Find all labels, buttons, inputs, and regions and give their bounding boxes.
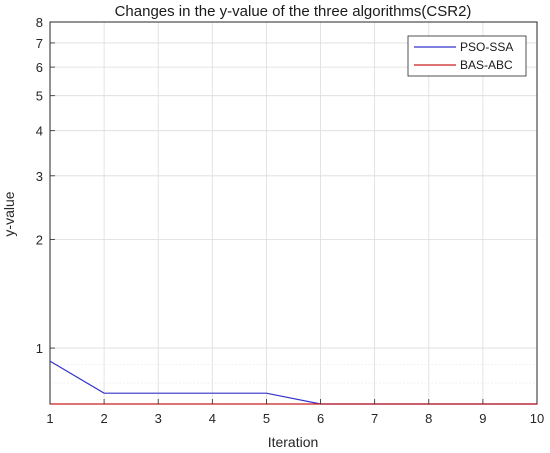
axis-ticks: 1 2 3 4 5 6 7 8 9 10 1 2 3 4 5 6 7 8 <box>36 15 544 426</box>
x-tick-label: 8 <box>425 411 432 426</box>
y-axis-label: y-value <box>1 191 17 236</box>
x-tick-label: 1 <box>46 411 53 426</box>
y-tick-label: 5 <box>36 89 43 104</box>
x-tick-label: 4 <box>209 411 216 426</box>
y-tick-label: 7 <box>36 36 43 51</box>
y-tick-label: 4 <box>36 124 43 139</box>
y-tick-label: 2 <box>36 232 43 247</box>
y-tick-label: 1 <box>36 341 43 356</box>
x-tick-label: 5 <box>263 411 270 426</box>
series-lines <box>49 360 537 405</box>
legend: PSO-SSA BAS-ABC <box>407 35 527 77</box>
legend-label-bas-abc: BAS-ABC <box>460 58 513 72</box>
x-tick-label: 6 <box>317 411 324 426</box>
x-tick-label: 7 <box>371 411 378 426</box>
x-tick-label: 10 <box>530 411 544 426</box>
x-tick-label: 3 <box>155 411 162 426</box>
x-axis-label: Iteration <box>268 434 319 450</box>
y-tick-label: 6 <box>36 60 43 75</box>
y-tick-label: 8 <box>36 15 43 30</box>
x-tick-label: 2 <box>100 411 107 426</box>
legend-label-pso-ssa: PSO-SSA <box>460 40 513 54</box>
y-tick-label: 3 <box>36 169 43 184</box>
legend-box <box>407 35 527 77</box>
x-tick-label: 9 <box>479 411 486 426</box>
chart-title: Changes in the y-value of the three algo… <box>115 3 472 20</box>
